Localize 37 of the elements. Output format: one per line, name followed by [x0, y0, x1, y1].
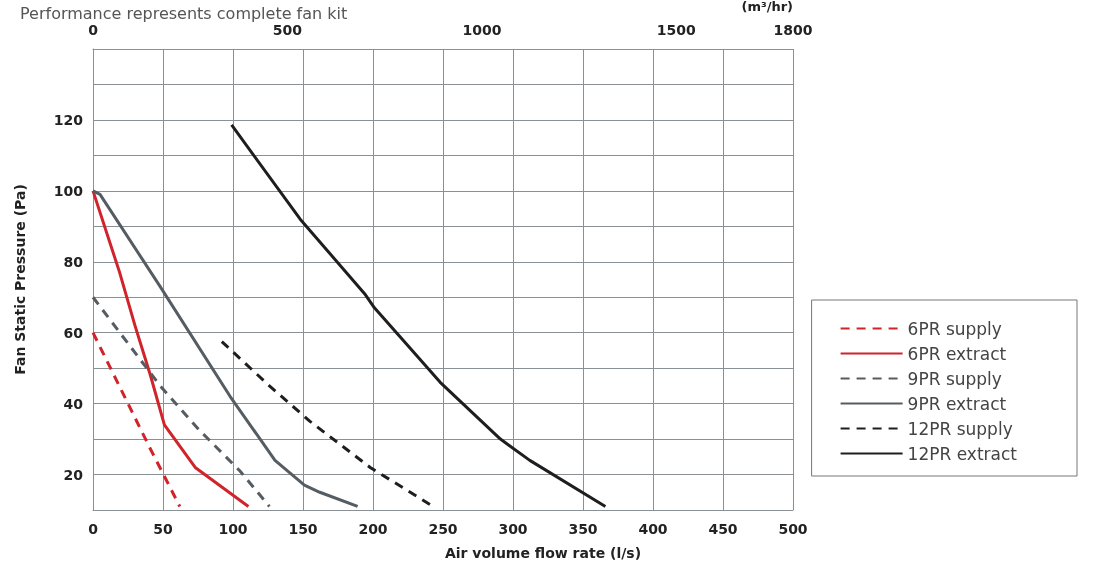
x-tick-label: 250 [428, 521, 458, 537]
line-series [91, 331, 182, 508]
x2-tick-label: 0 [88, 22, 99, 38]
y-tick-label: 120 [53, 111, 84, 128]
y-tick-label: 80 [63, 253, 84, 270]
x2-tick-label: 500 [272, 22, 303, 38]
legend-label: 9PR extract [907, 393, 1007, 414]
line-series [91, 189, 360, 508]
x-tick-label: 0 [88, 521, 99, 537]
legend-label: 6PR extract [907, 343, 1007, 364]
y-tick-label: 40 [63, 395, 84, 412]
chart-title: Performance represents complete fan kit [20, 3, 348, 23]
x2-tick-label: 1800 [773, 22, 813, 38]
y-tick-label: 20 [63, 466, 84, 483]
legend-label: 6PR supply [907, 318, 1002, 339]
line-series [91, 189, 250, 508]
x-tick-label: 50 [153, 521, 173, 537]
x-tick-label: 100 [218, 521, 248, 537]
legend-label: 12PR extract [907, 443, 1018, 464]
y-tick-label: 100 [53, 182, 84, 199]
x-tick-label: 500 [778, 521, 808, 537]
legend-label: 12PR supply [907, 418, 1013, 439]
x-tick-label: 200 [358, 521, 388, 537]
x-tick-label: 300 [498, 521, 528, 537]
x-tick-label: 150 [288, 521, 318, 537]
x2-tick-label: 1000 [462, 22, 502, 38]
legend-label: 9PR supply [907, 368, 1002, 389]
y-axis-title: Fan Static Pressure (Pa) [12, 184, 28, 375]
x-tick-label: 450 [708, 521, 738, 537]
y-tick-label: 60 [63, 324, 84, 341]
x-tick-label: 350 [568, 521, 598, 537]
x2-tick-label: 1500 [656, 22, 697, 38]
x-axis-title: Air volume flow rate (l/s) [444, 545, 642, 561]
line-series [230, 123, 607, 508]
line-series [91, 295, 271, 508]
x-tick-label: 400 [638, 521, 668, 537]
x2-axis-title: (m³/hr) [741, 0, 793, 14]
